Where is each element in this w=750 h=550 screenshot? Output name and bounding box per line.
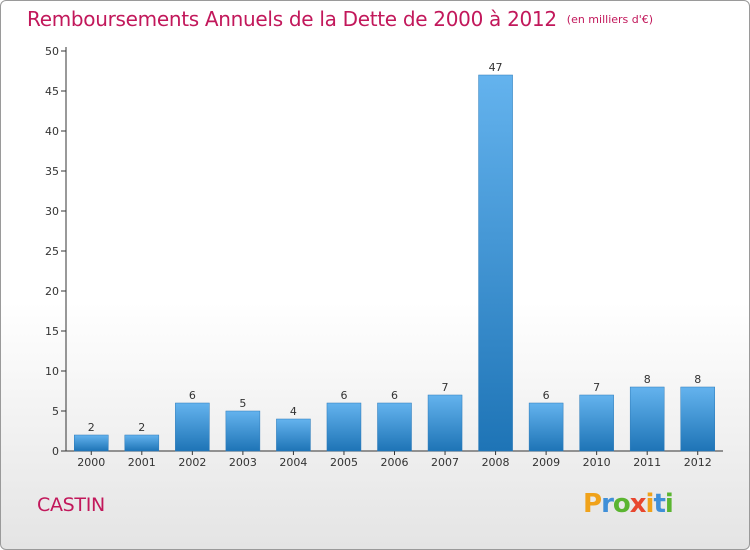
y-tick-label: 15 [45,325,59,338]
x-tick-label: 2009 [532,456,560,469]
y-tick-label: 5 [52,405,59,418]
bar [427,394,463,452]
y-tick-label: 0 [52,445,59,458]
data-label: 47 [489,61,503,74]
x-tick-label: 2006 [381,456,409,469]
data-label: 5 [239,397,246,410]
bar [225,410,261,452]
y-tick-label: 35 [45,165,59,178]
bar [579,394,614,452]
data-label: 6 [543,389,550,402]
bar [276,418,311,452]
bar [680,386,715,452]
x-tick-label: 2001 [128,456,156,469]
x-tick-label: 2000 [77,456,105,469]
x-tick-label: 2004 [279,456,307,469]
x-tick-label: 2012 [684,456,712,469]
bar [377,402,412,452]
x-tick-label: 2002 [178,456,206,469]
y-tick-label: 25 [45,245,59,258]
commune-name: CASTIN [37,494,105,516]
chart-unit: (en milliers d'€) [566,13,654,26]
bar [528,402,564,452]
y-tick-label: 40 [45,125,59,138]
y-tick-label: 45 [45,85,59,98]
data-label: 6 [189,389,196,402]
y-tick-label: 30 [45,205,59,218]
proxiti-logo: Proxiti [583,489,674,519]
x-tick-label: 2005 [330,456,358,469]
bar [629,386,665,452]
data-label: 6 [391,389,398,402]
data-label: 8 [694,373,701,386]
chart-title: Remboursements Annuels de la Dette de 20… [27,7,653,31]
x-tick-label: 2003 [229,456,257,469]
y-tick-label: 20 [45,285,59,298]
data-label: 7 [442,381,449,394]
data-label: 6 [340,389,347,402]
x-tick-label: 2010 [583,456,611,469]
data-label: 8 [644,373,651,386]
data-label: 2 [88,421,95,434]
bar [478,74,513,452]
chart-title-text: Remboursements Annuels de la Dette de 20… [27,7,557,31]
data-label: 2 [138,421,145,434]
bar [175,402,210,452]
bar [124,434,160,452]
x-tick-label: 2011 [633,456,661,469]
y-tick-label: 10 [45,365,59,378]
x-tick-label: 2008 [482,456,510,469]
bar [326,402,362,452]
y-tick-label: 50 [45,45,59,58]
bar [74,434,109,452]
data-label: 7 [593,381,600,394]
x-tick-label: 2007 [431,456,459,469]
data-label: 4 [290,405,297,418]
